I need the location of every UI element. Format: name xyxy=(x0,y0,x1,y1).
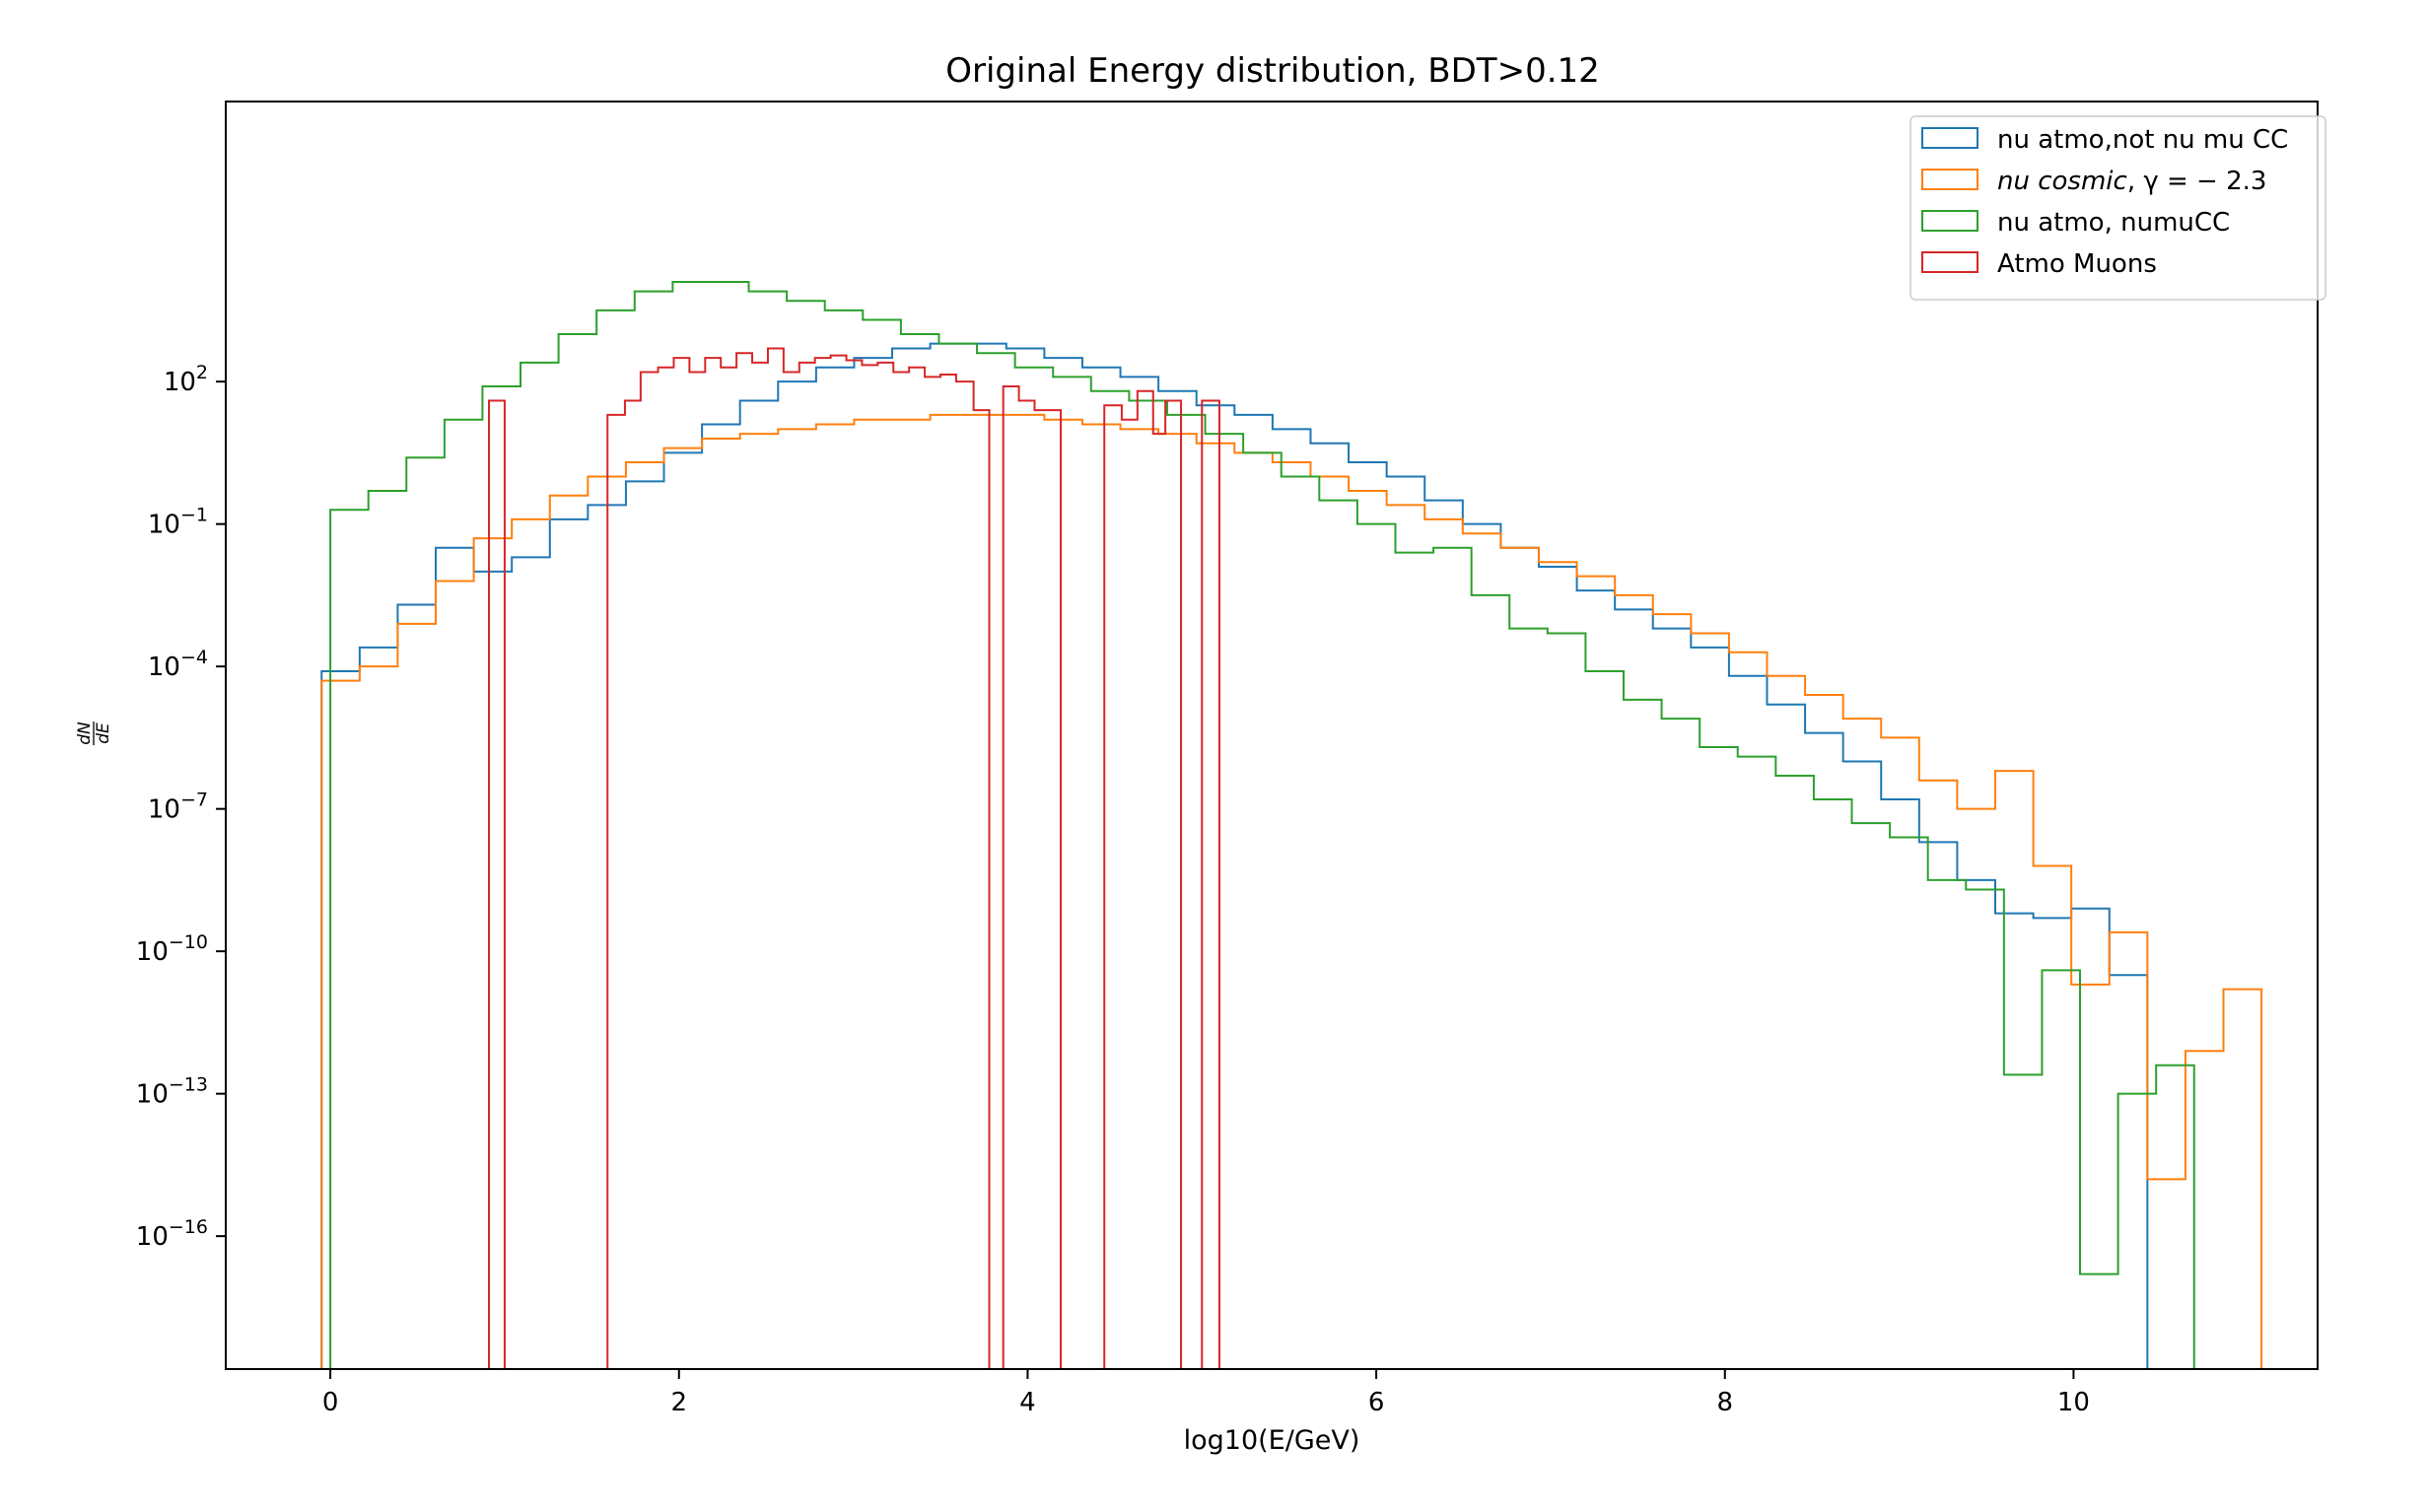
x-tick-label: 8 xyxy=(1716,1388,1733,1417)
x-tick-label: 4 xyxy=(1019,1388,1036,1417)
legend-swatch xyxy=(1921,127,1978,149)
x-tick-label: 2 xyxy=(670,1388,687,1417)
legend-entry: Atmo Muons xyxy=(1921,249,2157,279)
y-tick-label: 10−4 xyxy=(148,647,208,682)
x-tick-label: 10 xyxy=(2057,1388,2090,1417)
y-tick-label: 10−13 xyxy=(136,1074,208,1110)
legend: nu atmo,not nu mu CC nu cosmic, γ = − 2.3… xyxy=(1909,115,2326,301)
x-tick-label: 6 xyxy=(1368,1388,1385,1417)
legend-label: nu cosmic, γ = − 2.3 xyxy=(1997,167,2266,196)
y-tick-label: 102 xyxy=(164,362,208,397)
legend-label: Atmo Muons xyxy=(1997,249,2157,279)
legend-entry: nu atmo,not nu mu CC xyxy=(1921,125,2288,155)
legend-entry: nu cosmic, γ = − 2.3 xyxy=(1921,167,2266,196)
series-3 xyxy=(329,281,2195,1369)
series-4 xyxy=(488,347,1220,1369)
x-tick-label: 0 xyxy=(322,1388,339,1417)
y-tick-label: 10−7 xyxy=(148,790,208,825)
y-axis-label: dN dE xyxy=(75,722,113,745)
y-tick-label: 10−16 xyxy=(136,1216,208,1252)
legend-swatch xyxy=(1921,169,1978,190)
plot-area-frame xyxy=(225,101,2319,1370)
series-1 xyxy=(320,342,2149,1369)
series-1-step-line xyxy=(320,342,2149,1369)
y-tick-label: 10−10 xyxy=(136,931,208,967)
y-axis-ticks: 102 10−1 10−4 10−7 10−10 10−13 10−16 xyxy=(136,362,226,1252)
series-4-bars xyxy=(488,347,1220,1369)
legend-label: nu atmo,not nu mu CC xyxy=(1997,125,2288,155)
chart-title: Original Energy distribution, BDT>0.12 xyxy=(945,51,1600,91)
series-3-step-line xyxy=(329,281,2195,1369)
legend-swatch xyxy=(1921,210,1978,232)
legend-entry: nu atmo, numuCC xyxy=(1921,208,2230,238)
y-axis-label-numerator: dN xyxy=(75,722,95,745)
legend-label: nu atmo, numuCC xyxy=(1997,208,2230,238)
series-layer xyxy=(320,281,2263,1369)
legend-box xyxy=(1909,115,2326,301)
x-axis-label: log10(E/GeV) xyxy=(1184,1425,1360,1456)
legend-swatch xyxy=(1921,251,1978,273)
x-axis-ticks: 0 2 4 6 8 10 xyxy=(322,1369,2090,1417)
y-axis-label-denominator: dE xyxy=(94,722,113,744)
y-tick-label: 10−1 xyxy=(148,505,208,540)
